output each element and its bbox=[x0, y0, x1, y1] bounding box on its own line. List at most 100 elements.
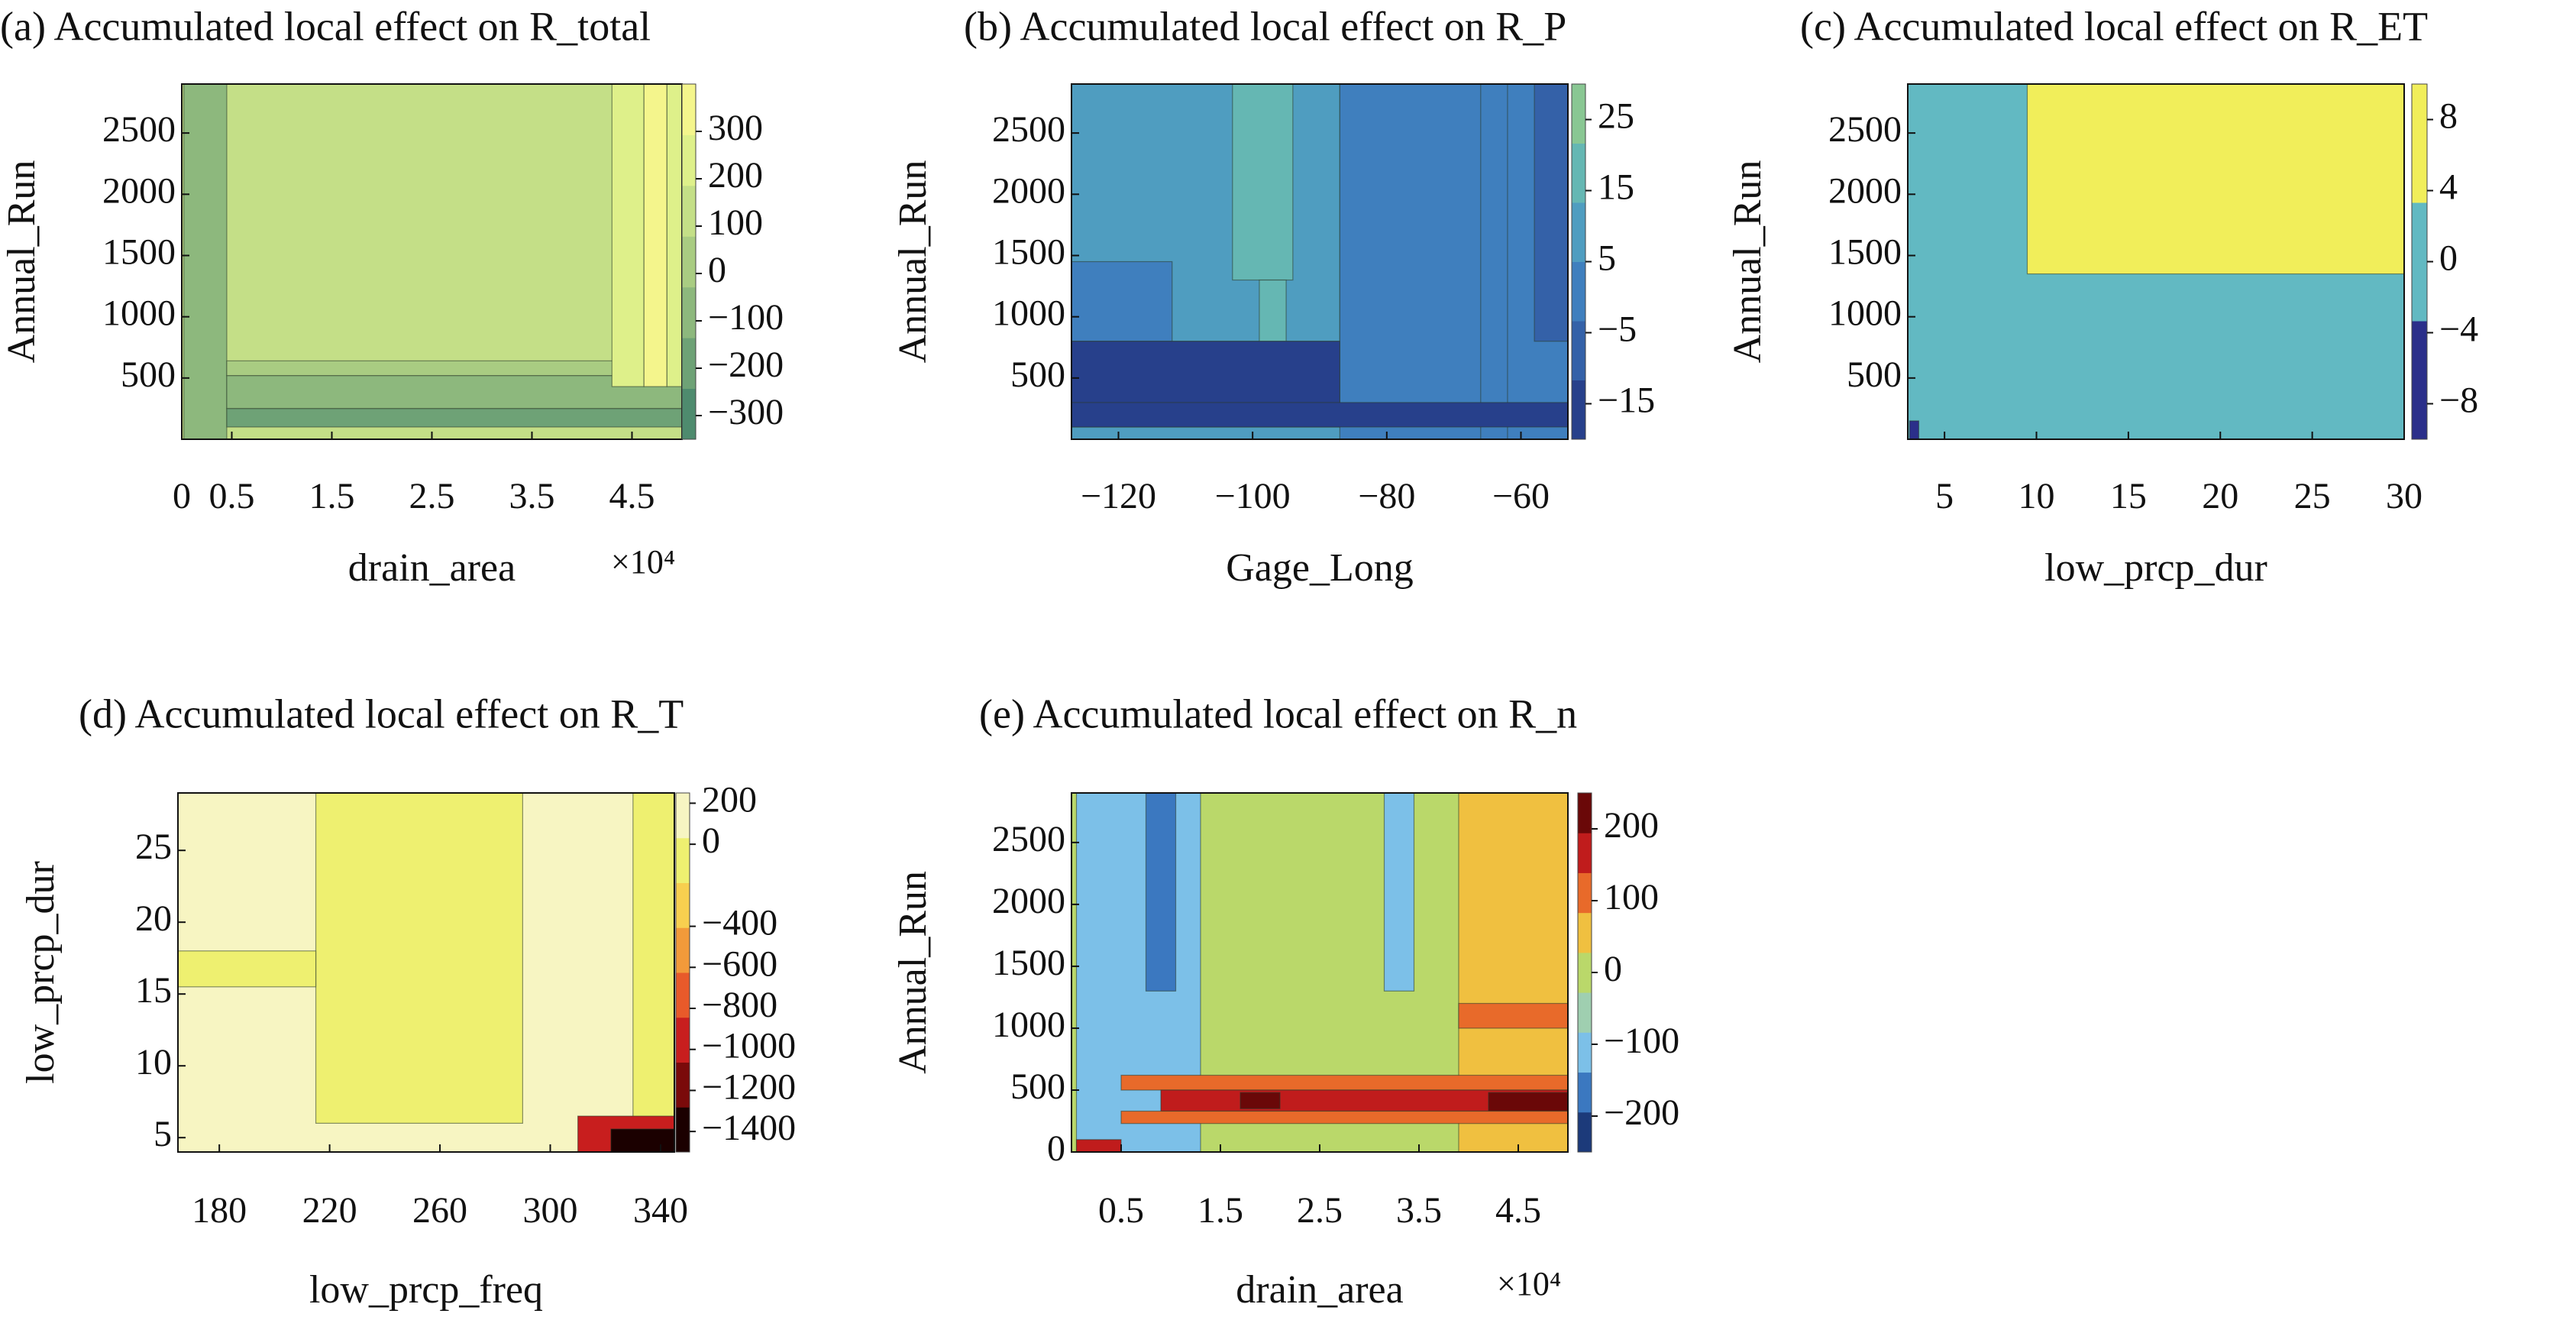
colorbar-tick-label: −200 bbox=[1604, 1092, 1679, 1133]
y-tick-label: 1000 bbox=[1828, 293, 1902, 334]
contour-region bbox=[226, 408, 682, 428]
y-tick-label: 2000 bbox=[992, 881, 1065, 921]
contour-region bbox=[315, 793, 523, 1124]
colorbar-tick-label: −8 bbox=[2439, 380, 2478, 421]
x-tick-label: −80 bbox=[1358, 476, 1415, 516]
contour-region bbox=[1075, 1139, 1122, 1152]
chart-title: (c) Accumulated local effect on R_ET bbox=[1800, 3, 2428, 49]
colorbar-segment bbox=[1578, 952, 1592, 993]
colorbar-tick-label: −300 bbox=[708, 392, 784, 432]
y-tick-label: 500 bbox=[1010, 354, 1065, 395]
y-tick-label: 2000 bbox=[102, 170, 176, 211]
y-tick-label: 1000 bbox=[992, 1005, 1065, 1045]
colorbar-tick-label: 15 bbox=[1598, 167, 1634, 208]
y-tick-label: 2500 bbox=[102, 109, 176, 150]
plot-frame bbox=[1071, 83, 1569, 440]
colorbar-tick-label: 100 bbox=[708, 202, 763, 243]
contour-region bbox=[1909, 420, 1920, 439]
panel-c: (c) Accumulated local effect on R_ET 5 10 1… bbox=[1726, 3, 2478, 590]
colorbar-segment bbox=[676, 1017, 690, 1063]
contour-region bbox=[183, 84, 228, 439]
x-tick-label: 15 bbox=[2110, 476, 2147, 516]
colorbar-segment bbox=[1572, 380, 1585, 440]
y-tick-label: 1000 bbox=[992, 293, 1065, 334]
x-axis-label: Gage_Long bbox=[1226, 546, 1413, 590]
colorbar-segment bbox=[1578, 912, 1592, 953]
colorbar-tick-label: 200 bbox=[1604, 805, 1659, 846]
x-tick-label: 220 bbox=[302, 1190, 357, 1231]
x-tick-label: 0.5 bbox=[1098, 1190, 1144, 1231]
colorbar-frame bbox=[675, 792, 690, 1153]
colorbar-segment bbox=[676, 1062, 690, 1108]
colorbar-segment bbox=[676, 927, 690, 973]
panel-b: (b) Accumulated local effect on R_P −120 −… bbox=[891, 3, 1655, 590]
x-tick-label: 30 bbox=[2386, 476, 2422, 516]
colorbar-segment bbox=[682, 185, 696, 237]
panel-a: (a) Accumulated local effect on R_total 0… bbox=[0, 3, 784, 590]
colorbar-segment bbox=[1572, 84, 1585, 144]
colorbar-segment bbox=[1572, 321, 1585, 380]
x-tick-label: −100 bbox=[1215, 476, 1291, 516]
colorbar-segment bbox=[682, 388, 696, 440]
colorbar-tick-label: 200 bbox=[708, 155, 763, 196]
contour-region bbox=[1534, 84, 1568, 342]
colorbar-segment bbox=[676, 882, 690, 928]
contour-region bbox=[226, 375, 682, 409]
x-tick-label: 0.5 bbox=[209, 476, 255, 516]
colorbar-segment bbox=[682, 236, 696, 288]
colorbar-tick-label: −4 bbox=[2439, 309, 2478, 350]
colorbar-segment bbox=[682, 286, 696, 338]
colorbar-segment bbox=[676, 837, 690, 883]
y-tick-label: 1500 bbox=[992, 231, 1065, 272]
chart-title: (a) Accumulated local effect on R_total bbox=[0, 3, 651, 49]
x-tick-label: 20 bbox=[2202, 476, 2238, 516]
contour-region bbox=[1383, 793, 1415, 992]
chart-title: (b) Accumulated local effect on R_P bbox=[964, 3, 1566, 49]
colorbar-tick-label: −800 bbox=[702, 985, 777, 1025]
colorbar-segment bbox=[676, 793, 690, 839]
chart-title: (e) Accumulated local effect on R_n bbox=[979, 691, 1577, 736]
y-tick-label: 2000 bbox=[992, 170, 1065, 211]
x-tick-label: 5 bbox=[1935, 476, 1954, 516]
colorbar-segment bbox=[676, 1107, 690, 1153]
x-tick-label: 10 bbox=[2018, 476, 2055, 516]
colorbar-tick-label: −1200 bbox=[702, 1066, 796, 1107]
colorbar-segment bbox=[1572, 143, 1585, 203]
heatmap-regions bbox=[182, 84, 682, 439]
contour-region bbox=[611, 84, 645, 387]
colorbar-tick-label: 4 bbox=[2439, 167, 2458, 208]
x-axis-label: low_prcp_freq bbox=[309, 1268, 543, 1312]
y-tick-label: 1500 bbox=[102, 231, 176, 272]
x-tick-label: 300 bbox=[523, 1190, 578, 1231]
y-tick-label: 20 bbox=[135, 898, 172, 939]
contour-region bbox=[1145, 793, 1177, 992]
y-tick-label: 500 bbox=[121, 354, 176, 395]
y-axis-label: Annual_Run bbox=[891, 160, 935, 364]
chart-title: (d) Accumulated local effect on R_T bbox=[79, 691, 684, 736]
contour-region bbox=[1071, 402, 1568, 428]
colorbar-tick-label: −100 bbox=[708, 297, 784, 338]
colorbar-segment bbox=[1578, 1032, 1592, 1073]
contour-region bbox=[1339, 84, 1568, 439]
contour-region bbox=[226, 360, 682, 377]
colorbar-frame bbox=[681, 83, 697, 440]
x-tick-label: 1.5 bbox=[1198, 1190, 1243, 1231]
x-axis-label: drain_area bbox=[348, 546, 516, 590]
contour-region bbox=[666, 84, 682, 387]
x-tick-label: 260 bbox=[412, 1190, 467, 1231]
y-tick-label: 2000 bbox=[1828, 170, 1902, 211]
contour-region bbox=[1071, 260, 1173, 342]
y-axis-label: Annual_Run bbox=[0, 160, 44, 364]
colorbar-tick-label: −1000 bbox=[702, 1026, 796, 1066]
colorbar-tick-label: 100 bbox=[1604, 877, 1659, 917]
y-tick-label: 5 bbox=[154, 1114, 172, 1154]
colorbar-tick-label: −200 bbox=[708, 345, 784, 385]
colorbar-segment bbox=[1572, 202, 1585, 262]
contour-region bbox=[1259, 279, 1287, 342]
panel-e: (e) Accumulated local effect on R_n 0.5 1.… bbox=[891, 691, 1679, 1312]
y-tick-label: 500 bbox=[1847, 354, 1902, 395]
contour-region bbox=[1488, 1092, 1568, 1112]
plot-frame bbox=[1907, 83, 2405, 440]
y-tick-label: 2500 bbox=[992, 109, 1065, 150]
colorbar-tick-label: −1400 bbox=[702, 1108, 796, 1148]
